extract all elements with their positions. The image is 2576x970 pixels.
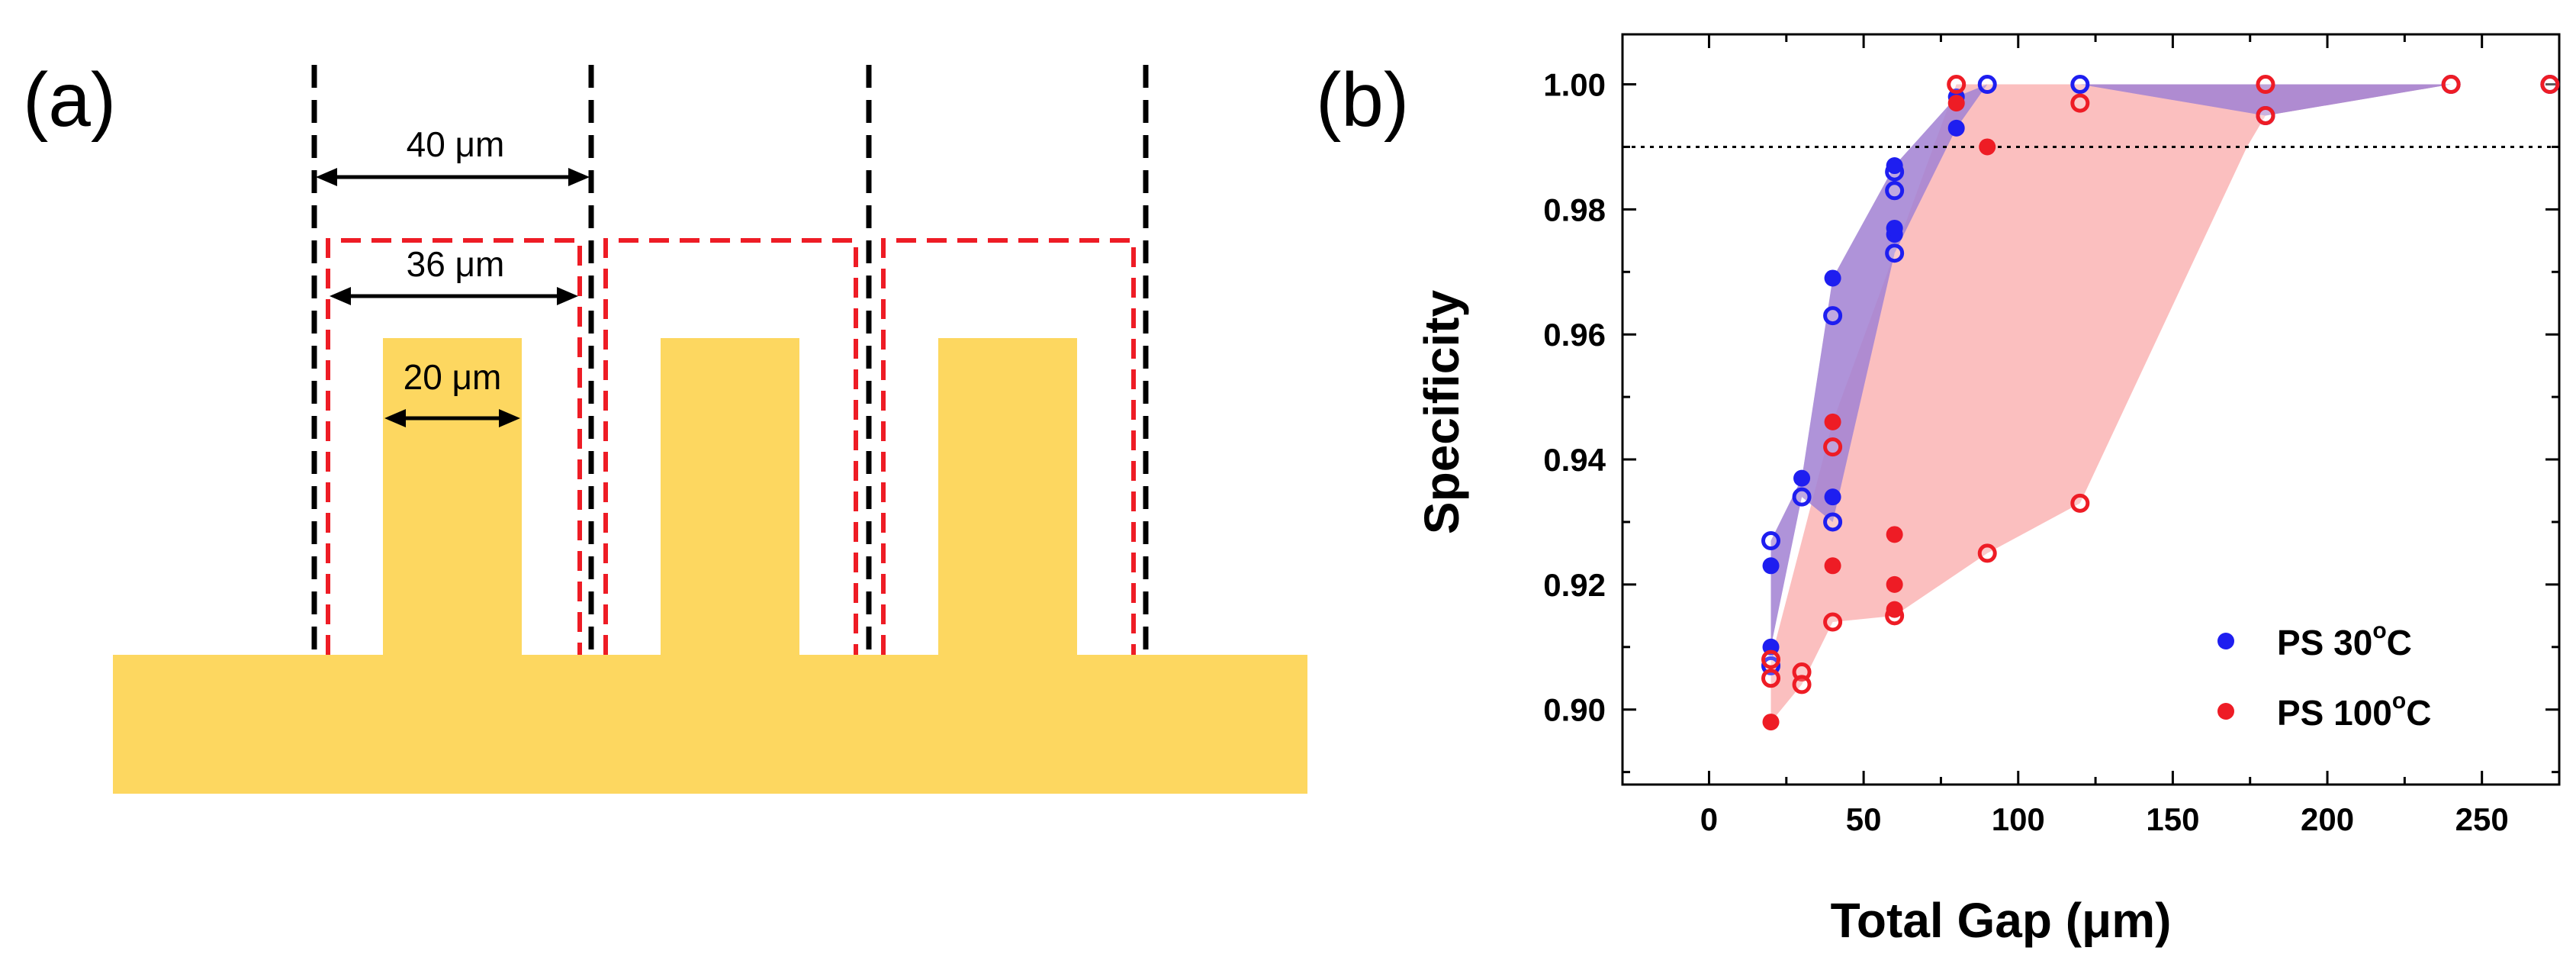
- data-point-open-ps100: [2441, 75, 2461, 95]
- envelope-ps100: [1770, 84, 2550, 723]
- data-point-open-ps30: [1792, 487, 1812, 507]
- data-point-filled-ps100: [1979, 138, 1996, 156]
- y-axis-title: Specificity: [1414, 290, 1469, 535]
- inner-dimension-label: 36 μm: [407, 244, 505, 284]
- panel-a-schematic: (a) 40: [23, 57, 1307, 794]
- x-tick-label: 250: [2455, 801, 2509, 837]
- data-point-filled-ps100: [1824, 413, 1841, 430]
- data-point-open-ps30: [1885, 243, 1905, 263]
- legend-marker-ps30: [2217, 633, 2234, 649]
- data-point-filled-ps100: [1762, 714, 1780, 731]
- y-tick-label: 0.90: [1543, 692, 1606, 728]
- legend-label-ps100: PS 100oC: [2277, 688, 2431, 733]
- data-point-filled-ps30: [1947, 119, 1965, 137]
- finger-dimension-label: 20 μm: [404, 357, 502, 397]
- data-point-open-ps100: [2256, 105, 2275, 125]
- electrode-base-bar: [113, 655, 1307, 794]
- y-tick-label: 0.98: [1543, 192, 1606, 227]
- panel-b-chart: (b) 0 50 100 150 200 250 0.90 0.92 0.94 0.96 0.98 1…: [1316, 33, 2561, 948]
- legend-marker-ps100: [2217, 703, 2234, 720]
- data-point-open-ps30: [1823, 306, 1843, 326]
- data-point-open-ps100: [1947, 75, 1967, 95]
- data-point-filled-ps100: [1824, 557, 1841, 575]
- data-point-open-ps100: [1792, 675, 1812, 694]
- data-point-open-ps30: [1823, 512, 1843, 532]
- x-tick-label: 200: [2301, 801, 2354, 837]
- legend-label-ps30: PS 30oC: [2277, 618, 2412, 662]
- data-point-filled-ps100: [1886, 575, 1903, 593]
- y-tick-label: 0.96: [1543, 317, 1606, 353]
- data-point-filled-ps30: [1824, 269, 1841, 287]
- axis-ticks: 0 50 100 150 200 250 0.90 0.92 0.94 0.96 0.98 1.00: [1543, 34, 2561, 837]
- cell-outline-1: [326, 238, 582, 655]
- data-point-filled-ps30: [1824, 488, 1841, 506]
- data-point-filled-ps100: [1886, 526, 1903, 543]
- data-point-open-ps100: [1761, 649, 1781, 669]
- plot-frame: [1621, 33, 2561, 786]
- arrowhead-icon: [384, 409, 406, 427]
- panel-b-label: (b): [1316, 57, 1409, 143]
- pitch-dimension-label: 40 μm: [407, 124, 505, 164]
- y-tick-label: 0.92: [1543, 567, 1606, 603]
- x-tick-label: 0: [1700, 801, 1718, 837]
- electrode-finger-3: [938, 338, 1077, 659]
- arrowhead-icon: [316, 168, 337, 186]
- y-tick-label: 0.94: [1543, 442, 1606, 478]
- data-point-open-ps100: [2256, 75, 2275, 95]
- x-tick-label: 100: [1992, 801, 2045, 837]
- data-point-open-ps100: [1823, 612, 1843, 632]
- data-point-open-ps100: [1761, 669, 1781, 688]
- arrowhead-icon: [568, 168, 590, 186]
- arrowhead-icon: [557, 287, 578, 305]
- data-point-open-ps100: [2070, 493, 2090, 513]
- x-tick-label: 50: [1846, 801, 1882, 837]
- panel-a-label: (a): [23, 57, 116, 143]
- cell-outline-3: [881, 238, 1136, 655]
- data-point-filled-ps30: [1793, 469, 1811, 487]
- data-point-open-ps100: [2070, 93, 2090, 113]
- arrowhead-icon: [330, 287, 351, 305]
- cell-outline-2: [603, 238, 858, 655]
- data-point-filled-ps100: [1886, 601, 1903, 618]
- x-tick-label: 150: [2146, 801, 2199, 837]
- x-axis-title: Total Gap (μm): [1831, 893, 2172, 948]
- y-tick-label: 1.00: [1543, 67, 1606, 103]
- legend: PS 30oC PS 100oC: [2217, 618, 2431, 733]
- data-point-filled-ps30: [1886, 157, 1903, 175]
- electrode-finger-2: [661, 338, 799, 659]
- data-point-open-ps30: [2070, 75, 2090, 95]
- data-point-open-ps30: [1761, 531, 1781, 551]
- data-point-open-ps30: [1977, 75, 1997, 95]
- data-point-open-ps100: [1977, 543, 1997, 563]
- data-point-filled-ps30: [1886, 219, 1903, 237]
- data-point-filled-ps30: [1762, 557, 1780, 575]
- data-point-open-ps100: [2540, 75, 2560, 95]
- electrode-finger-1: [383, 338, 522, 659]
- data-point-open-ps100: [1823, 437, 1843, 457]
- arrowhead-icon: [499, 409, 520, 427]
- data-point-filled-ps100: [1947, 95, 1965, 112]
- envelope-layer: [1770, 84, 2550, 723]
- data-markers: [1761, 75, 2560, 731]
- data-point-open-ps30: [1885, 181, 1905, 201]
